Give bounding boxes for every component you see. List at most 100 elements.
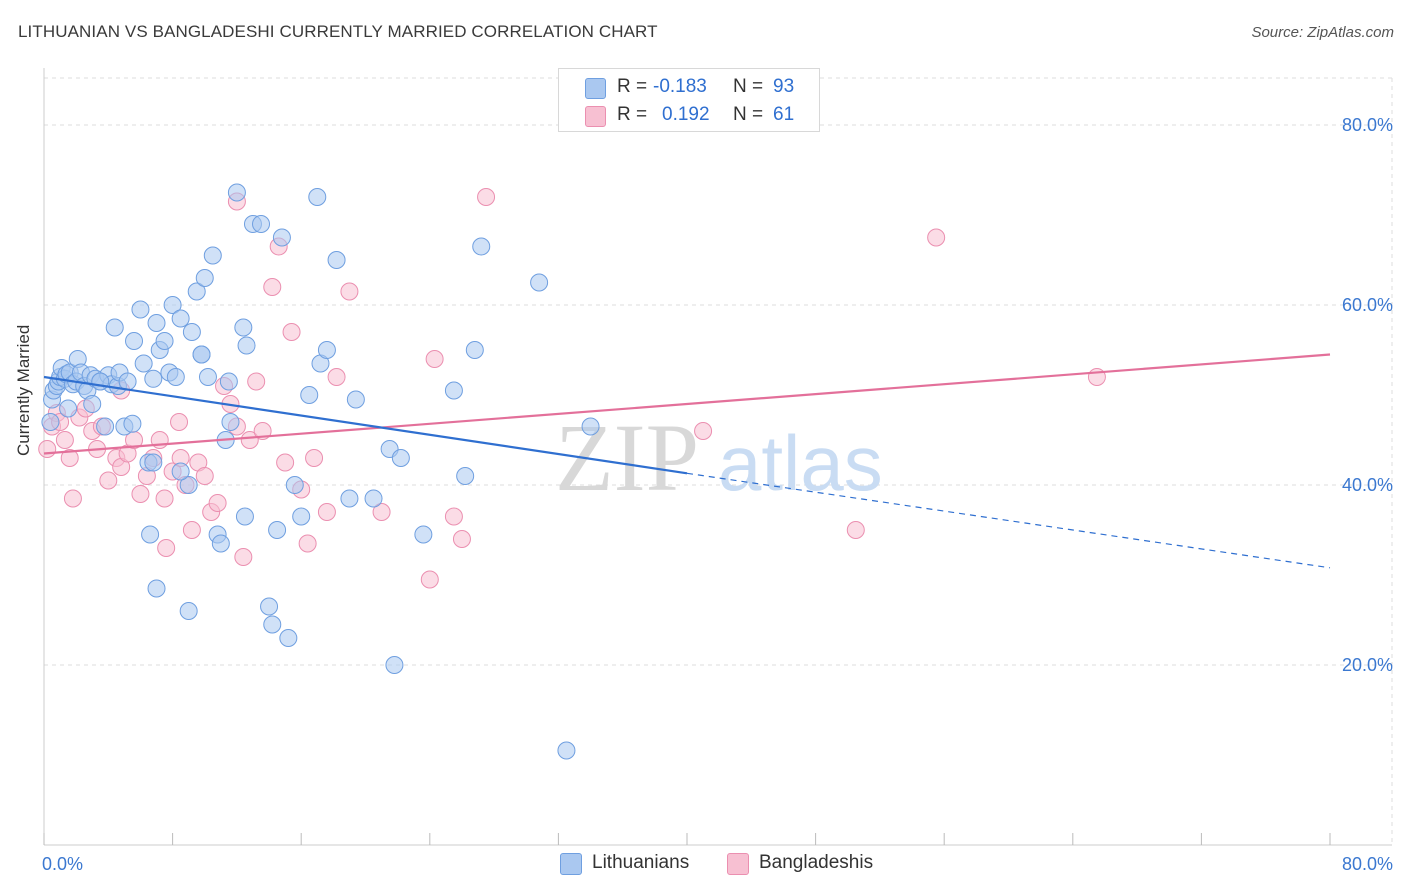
bangladeshis-point [694, 422, 713, 440]
bangladeshis-point [298, 534, 317, 553]
bangladeshis-point [372, 503, 391, 521]
lithuanians-point [144, 369, 163, 388]
lithuanians-point [235, 507, 254, 526]
bangladeshis-trend-line [43, 353, 1331, 455]
bangladeshis-point [170, 413, 189, 431]
legend-label-lithuanians: Lithuanians [592, 852, 690, 873]
bangladeshis-point [234, 548, 253, 566]
bangladeshis-point [63, 489, 82, 508]
legend-swatch-lithuanians [585, 78, 606, 99]
lithuanians-point [340, 489, 359, 508]
lithuanians-point [391, 449, 410, 467]
bangladeshis-point [55, 431, 74, 449]
lithuanians-point [134, 354, 153, 373]
lithuanians-trend-line [43, 375, 688, 475]
lithuanians-point [155, 332, 174, 350]
bangladeshis-point [208, 494, 227, 512]
bangladeshis-point [327, 368, 346, 386]
lithuanians-point [364, 489, 383, 508]
lithuanians-point [195, 269, 214, 287]
bangladeshis-point [195, 467, 214, 485]
lithuanians-point [268, 521, 287, 539]
lithuanians-point [472, 237, 491, 256]
lithuanians-point [41, 413, 60, 431]
bangladeshis-point [282, 323, 301, 341]
lithuanians-point [414, 525, 433, 544]
lithuanians-point [141, 525, 160, 544]
lithuanians-point [227, 183, 246, 202]
lithuanians-point [171, 462, 190, 481]
lithuanians-point [279, 629, 298, 647]
y-tick-label: 80.0% [1342, 115, 1393, 135]
lithuanians-point [179, 602, 198, 620]
legend-r-value: -0.183 [653, 76, 707, 97]
bangladeshis-point [305, 449, 324, 467]
lithuanians-point [187, 282, 206, 301]
lithuanians-point [221, 413, 240, 431]
bangladeshis-point [60, 449, 79, 467]
bangladeshis-point [38, 440, 57, 458]
lithuanians-point [581, 417, 600, 436]
lithuanians-point [203, 246, 222, 265]
legend-r-label: R = [617, 76, 648, 97]
bangladeshis-point [477, 188, 496, 206]
bangladeshis-point [425, 350, 444, 368]
lithuanians-point [530, 273, 549, 292]
x-tick-label: 0.0% [42, 854, 83, 874]
bangladeshis-point [99, 471, 118, 490]
bangladeshis-point [247, 372, 266, 391]
legend-swatch-lithuanians [560, 853, 582, 875]
lithuanians-point [198, 368, 217, 386]
lithuanians-point [59, 399, 78, 418]
lithuanians-point [260, 597, 279, 616]
legend-n-label: N = [733, 76, 764, 97]
lithuanians-point [317, 341, 336, 359]
lithuanians-point [465, 341, 484, 359]
lithuanians-point [147, 314, 166, 332]
lithuanians-point [192, 345, 211, 364]
lithuanians-point [219, 372, 238, 391]
x-tick-label: 80.0% [1342, 854, 1393, 874]
lithuanians-point [182, 323, 201, 341]
lithuanians-point [166, 368, 185, 386]
y-axis-label: Currently Married [14, 324, 33, 456]
lithuanians-point [234, 318, 253, 337]
bangladeshis-point [240, 431, 259, 449]
bangladeshis-point [340, 282, 359, 301]
lithuanians-point [171, 309, 190, 328]
legend-r-label: R = [617, 104, 648, 125]
y-tick-label: 40.0% [1342, 475, 1393, 495]
lithuanians-point [346, 390, 365, 409]
bangladeshis-point [263, 278, 282, 296]
lithuanians-point [211, 534, 230, 553]
lithuanians-trend-extension [686, 472, 1331, 569]
y-tick-label: 60.0% [1342, 295, 1393, 315]
lithuanians-point [308, 188, 327, 206]
lithuanians-point [179, 476, 198, 494]
lithuanians-point [118, 372, 137, 391]
lithuanians-point [237, 336, 256, 355]
bangladeshis-point [182, 521, 201, 539]
lithuanians-point [123, 414, 142, 433]
bangladeshis-point [276, 453, 295, 472]
lithuanians-point [272, 228, 291, 247]
lithuanians-points [41, 183, 600, 760]
legend-n-value: 61 [773, 104, 795, 125]
lithuanians-point [144, 453, 163, 472]
bangladeshis-point [452, 530, 471, 548]
y-tick-label: 20.0% [1342, 655, 1393, 675]
chart-title: LITHUANIAN VS BANGLADESHI CURRENTLY MARR… [18, 22, 658, 41]
bangladeshis-point [131, 485, 150, 503]
bangladeshis-point [157, 539, 176, 557]
lithuanians-point [263, 615, 282, 634]
lithuanians-point [131, 300, 150, 319]
lithuanians-point [91, 372, 110, 391]
lithuanians-point [456, 467, 475, 485]
lithuanians-point [163, 296, 182, 314]
lithuanians-point [285, 476, 304, 494]
lithuanians-point [96, 417, 115, 436]
lithuanians-point [327, 251, 346, 269]
lithuanians-point [83, 395, 102, 413]
lithuanians-point [292, 507, 311, 526]
tick-labels: 20.0% 40.0% 60.0% 80.0% 0.0% 80.0% [42, 115, 1393, 874]
